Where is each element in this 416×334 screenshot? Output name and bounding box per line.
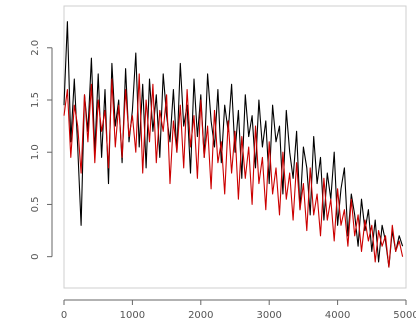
x-tick-label: 1000 (120, 310, 145, 321)
x-tick-label: 2000 (188, 310, 213, 321)
y-tick-label: 0 (30, 253, 41, 259)
y-tick-label: 2.0 (30, 40, 41, 56)
y-tick-label: 1.0 (30, 144, 41, 160)
x-tick-label: 5000 (393, 310, 416, 321)
plot-frame (63, 5, 407, 289)
x-tick-label: 3000 (256, 310, 281, 321)
y-axis: 0 0.5 1.0 1.5 2.0 (30, 40, 53, 260)
series-line-2 (63, 73, 404, 268)
x-tick-label: 4000 (325, 310, 350, 321)
y-tick-label: 0.5 (30, 196, 41, 212)
series-layer (63, 21, 404, 268)
x-axis: 0 1000 2000 3000 4000 5000 (61, 299, 416, 321)
x-tick-label: 0 (61, 310, 67, 321)
y-tick-label: 1.5 (30, 92, 41, 108)
